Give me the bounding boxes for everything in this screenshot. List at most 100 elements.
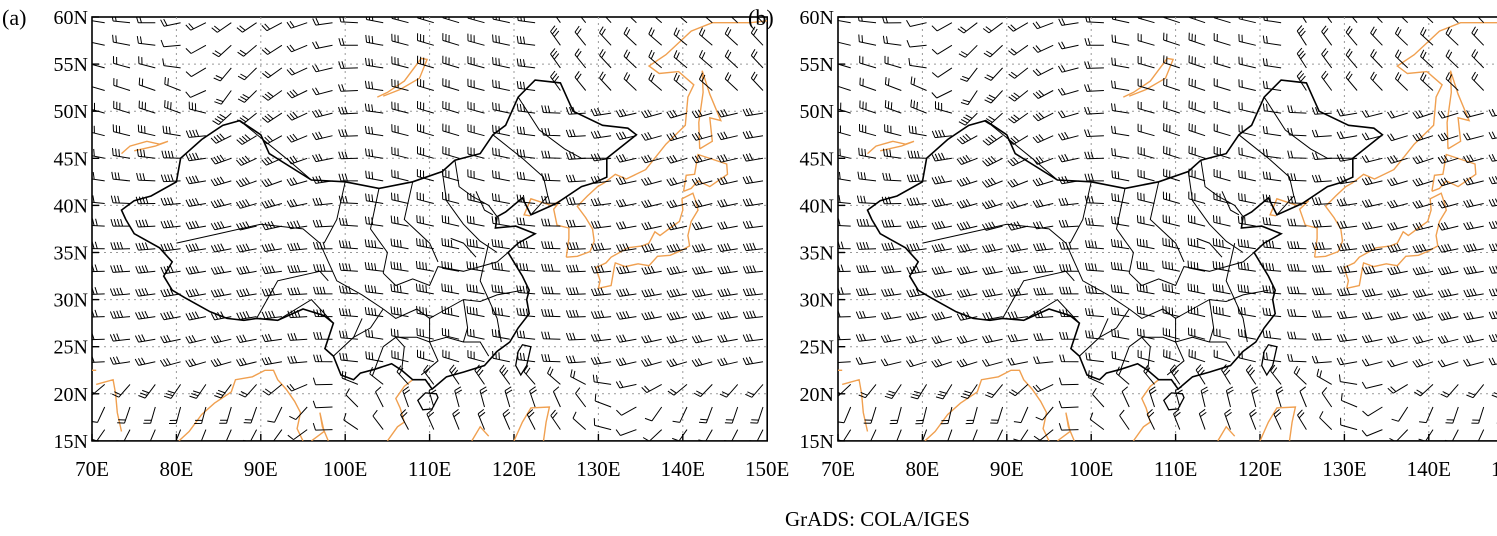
wind-barb: [717, 154, 738, 163]
wind-barb: [265, 429, 283, 441]
lon-label: 100E: [1069, 457, 1113, 481]
wind-barb: [592, 374, 612, 385]
wind-barb: [210, 311, 232, 321]
wind-barb: [287, 310, 308, 319]
wind-barb: [838, 63, 851, 69]
wind-barb: [1262, 171, 1282, 182]
wind-barb: [117, 406, 131, 424]
wind-barb: [698, 406, 713, 424]
wind-barb: [717, 288, 738, 297]
coastlines: [92, 20, 768, 441]
wind-barb: [1361, 176, 1383, 186]
wind-barb: [491, 216, 510, 227]
wind-barb: [210, 221, 232, 231]
wind-barb: [905, 359, 927, 368]
wind-barb: [855, 333, 877, 342]
wind-barb: [390, 238, 409, 250]
wind-barb: [261, 178, 283, 188]
wind-barb: [442, 349, 460, 363]
wind-barb: [441, 238, 460, 250]
wind-barb: [390, 283, 409, 295]
wind-barb: [1059, 331, 1079, 340]
wind-barb: [1007, 157, 1029, 167]
wind-barb: [164, 100, 181, 114]
wind-barb: [1437, 266, 1459, 276]
wind-barb: [666, 132, 688, 142]
wind-barb: [666, 335, 688, 344]
wind-barb: [750, 26, 764, 46]
wind-barb: [1057, 110, 1079, 119]
wind-barb: [931, 265, 952, 275]
panel-b-lon-labels: 70E 80E 90E 100E 110E 120E 130E 140E 150E: [821, 457, 1497, 481]
wind-barb: [552, 386, 561, 408]
wind-barb: [185, 129, 206, 138]
wind-barb: [615, 131, 637, 140]
wind-barb: [391, 169, 409, 182]
wind-barb: [1361, 358, 1383, 367]
wind-barb: [1111, 57, 1130, 69]
wind-barb: [396, 365, 409, 385]
wind-barb: [136, 148, 156, 159]
wind-barb: [1262, 307, 1282, 318]
wind-barb: [590, 107, 612, 117]
wind-barb: [442, 17, 460, 24]
wind-barb: [160, 334, 181, 344]
wind-barb: [717, 334, 738, 343]
wind-barb: [1087, 370, 1105, 385]
wind-barb: [1213, 78, 1231, 91]
wind-barb: [1111, 103, 1130, 114]
wind-barb: [717, 357, 738, 367]
wind-barb: [1471, 406, 1485, 424]
wind-barb: [1237, 238, 1256, 250]
wind-barb: [1163, 55, 1180, 69]
wind-barb: [1137, 192, 1155, 204]
wind-barb: [641, 154, 662, 164]
wind-barb: [135, 288, 156, 297]
wind-barb: [666, 199, 688, 209]
province-border: [403, 181, 439, 263]
wind-barb: [1491, 392, 1497, 398]
wind-barb: [1387, 155, 1408, 164]
wind-barb: [1174, 386, 1183, 408]
wind-barb: [1237, 306, 1256, 318]
wind-barb: [1311, 197, 1332, 206]
wind-barb: [492, 102, 510, 114]
wind-barb: [1488, 131, 1497, 140]
wind-barb: [237, 44, 257, 57]
wind-barb: [541, 286, 561, 295]
wind-barb: [666, 288, 688, 298]
wind-barb: [390, 306, 409, 318]
wind-barb: [185, 67, 207, 78]
wind-barb: [1270, 364, 1282, 385]
wind-barb: [441, 215, 460, 227]
wind-barb: [111, 171, 131, 182]
wind-barb: [1351, 17, 1358, 24]
wind-barb: [442, 146, 460, 159]
wind-barb: [92, 20, 105, 24]
wind-barb: [136, 36, 156, 46]
wind-barb: [882, 35, 902, 46]
wind-barb: [1412, 288, 1434, 298]
wind-barb: [907, 150, 927, 159]
wind-barb: [1488, 220, 1497, 229]
wind-barb: [648, 72, 663, 91]
wind-barb: [1238, 147, 1256, 159]
wind-barb: [364, 216, 384, 227]
wind-barb: [111, 384, 131, 398]
wind-barb: [364, 239, 384, 250]
wind-barb: [312, 219, 333, 228]
wind-barb: [881, 265, 902, 274]
wind-barb: [1237, 215, 1256, 227]
wind-barb: [1212, 283, 1231, 295]
wind-barb: [441, 305, 460, 318]
wind-barb: [724, 72, 739, 91]
wind-barb: [1287, 286, 1307, 295]
wind-barb: [1262, 352, 1282, 363]
wind-barb: [1136, 283, 1155, 295]
wind-barb: [449, 364, 460, 385]
wind-barb: [1437, 335, 1459, 344]
province-border: [985, 120, 1058, 181]
wind-barb: [691, 311, 713, 321]
wind-barb: [1163, 123, 1180, 137]
wind-barb: [1361, 132, 1383, 141]
